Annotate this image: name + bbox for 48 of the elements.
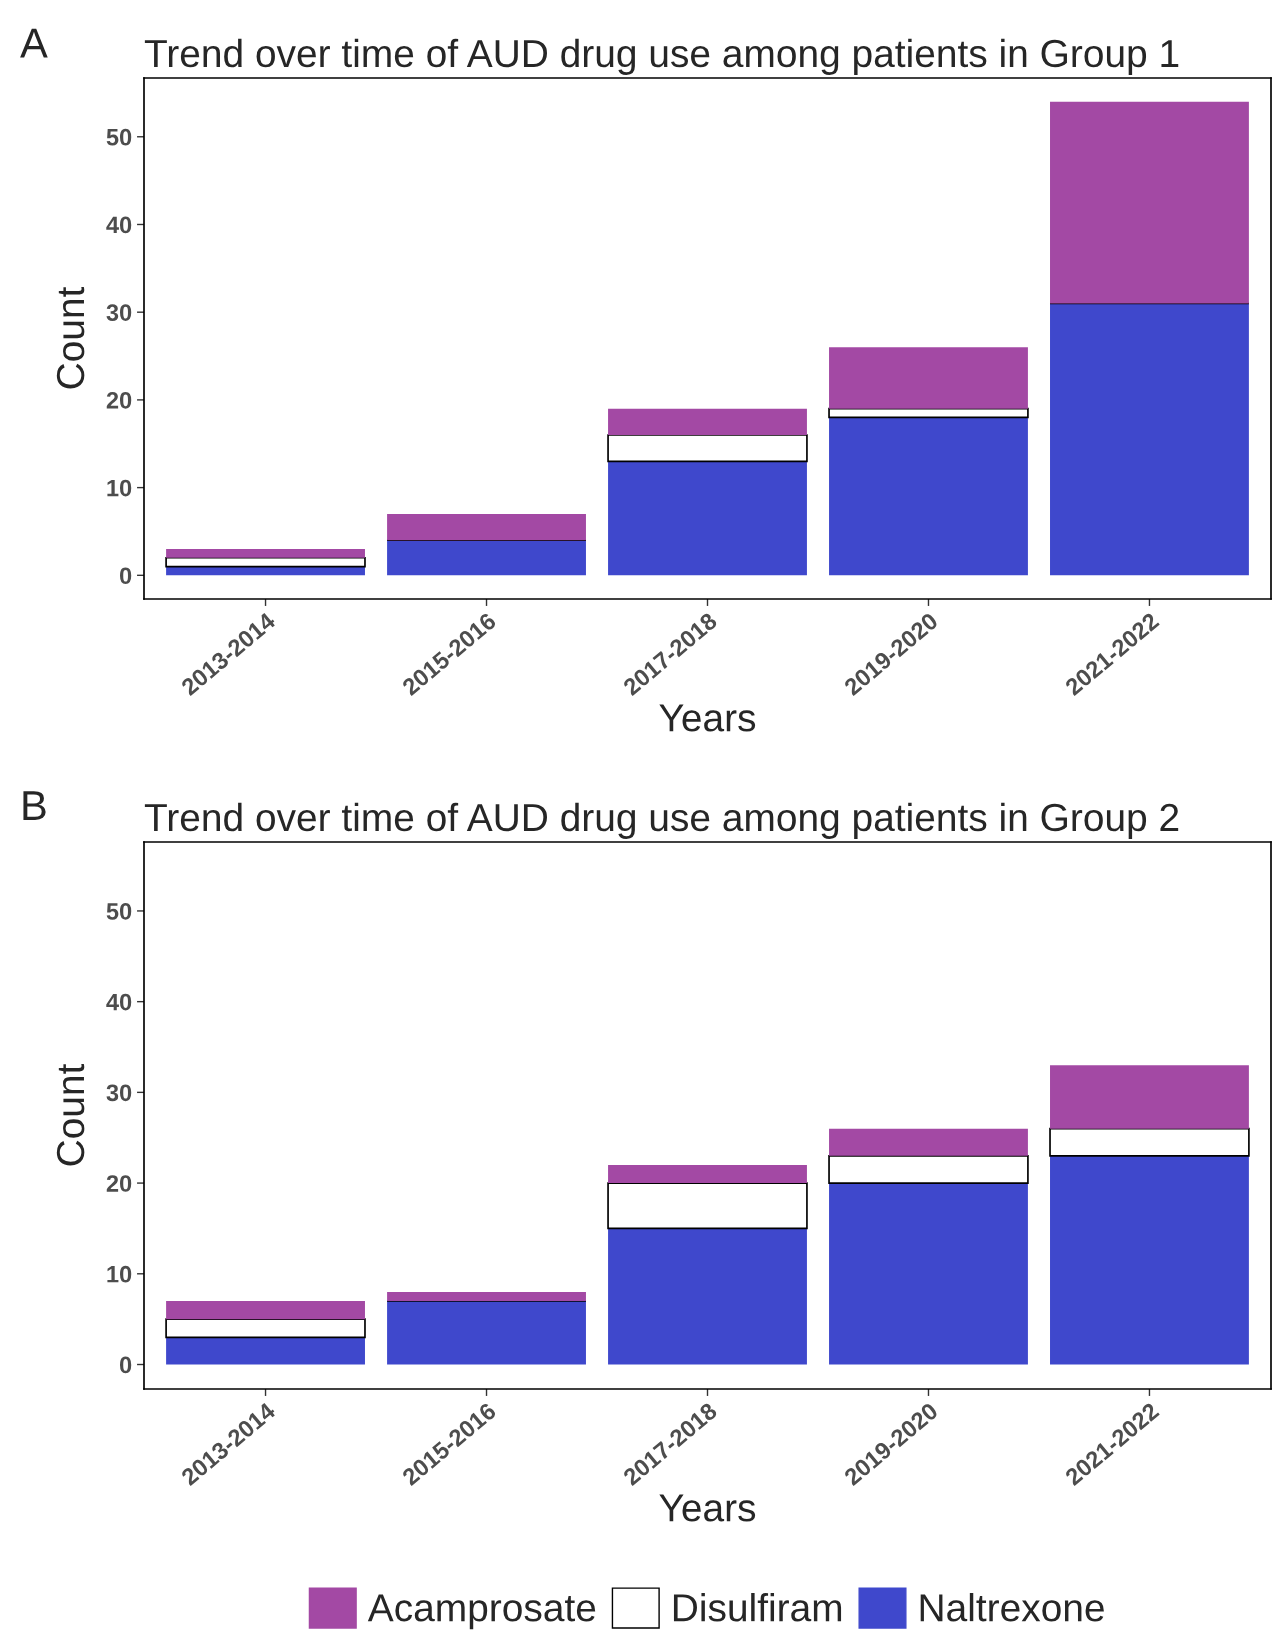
y-tick-label: 20 [106,1175,132,1192]
y-tick-label: 10 [107,479,132,497]
bar [1050,101,1249,304]
bar [165,1318,366,1339]
bar [829,1183,1028,1365]
bar [166,549,365,558]
bar [829,1128,1028,1156]
bar [828,1155,1029,1184]
bar [607,434,808,463]
y-axis-title: Count [56,286,85,389]
bar [829,347,1028,409]
text: B [23,791,46,820]
chart-title: Trend over time of AUD drug use among patients in Group 2 [144,802,1179,839]
bar [607,1182,808,1230]
text: A [20,28,48,58]
bar [387,513,586,541]
bar [1050,1155,1249,1365]
bar [387,1291,586,1302]
y-tick-label: 20 [106,391,132,409]
bar [608,408,807,435]
y-tick-label: 0 [120,567,132,585]
y-tick-label: 30 [106,304,132,322]
bar [608,461,807,576]
x-axis-title: Years [659,704,756,732]
chart-title: Trend over time of AUD drug use among patients in Group 1 [144,38,1179,75]
legend-label: Naltrexone [920,1592,1104,1622]
x-axis-title: Years [659,1494,756,1522]
bar [608,1164,807,1184]
bar [829,417,1028,576]
y-tick-label: 10 [107,1265,132,1283]
bar [1049,1127,1250,1157]
y-tick-label: 40 [106,216,132,234]
y-tick-label: 50 [106,903,132,920]
legend-label: Acamprosate [367,1594,596,1630]
legend-label: Disulfiram [673,1592,842,1622]
bar [1050,303,1249,576]
y-tick-label: 0 [120,1356,132,1374]
bar [166,1337,365,1365]
bar [387,1301,586,1365]
y-tick-label: 30 [106,1084,132,1102]
bar [387,540,586,576]
bar [166,566,365,576]
bar [608,1228,807,1365]
y-tick-label: 50 [106,128,132,146]
bar [166,1301,365,1320]
bar [1050,1065,1249,1129]
y-tick-label: 40 [106,993,132,1011]
y-axis-title: Count [56,1063,85,1166]
